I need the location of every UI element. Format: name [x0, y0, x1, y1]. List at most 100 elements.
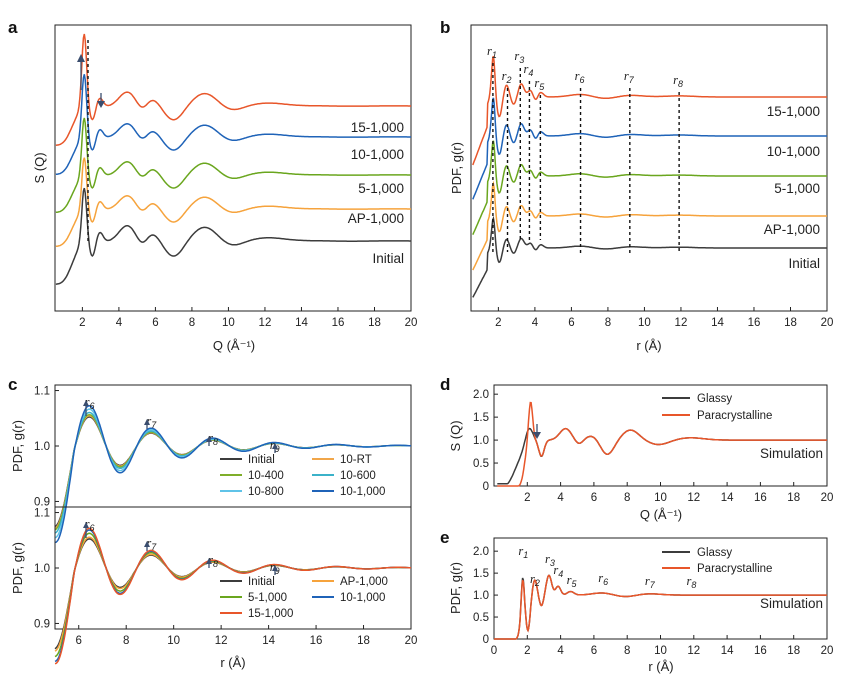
panel-d-xtick-label: 20	[821, 492, 834, 504]
panel-c-top-ylabel: PDF, g(r)	[10, 420, 25, 472]
panel-e-xtick-label: 10	[654, 645, 667, 657]
panel-ct-arrow-9-head	[272, 443, 278, 449]
panel-cb-xtick-label: 14	[262, 635, 275, 647]
panel-letter-b: b	[440, 18, 450, 37]
panel-d-ytick-label: 0	[483, 481, 489, 493]
panel-letter-d: d	[440, 375, 450, 394]
panel-a-xtick-label: 8	[189, 317, 195, 329]
panel-b-label-ap-1000: AP-1,000	[764, 222, 820, 237]
panel-a-curve-5-1,000	[55, 117, 411, 214]
panel-e-xtick-label: 2	[524, 645, 530, 657]
panel-ct-curve-10-1,000	[54, 405, 412, 544]
panel-d-xticks: 2 4 6 8 10 12 14 16 18 20	[524, 482, 833, 504]
panel-cb-peak-r6: r6	[85, 517, 95, 533]
panel-b-xtick-label: 16	[748, 317, 761, 329]
panel-e-xtick-label: 4	[557, 645, 564, 657]
panel-d-curve-Paracrystalline	[497, 401, 827, 487]
panel-e-frame	[493, 537, 828, 640]
panel-e-xtick-label: 18	[787, 645, 800, 657]
panel-d-frame	[493, 384, 828, 487]
panel-b-xlabel: r (Å)	[636, 338, 661, 353]
panel-c-top-yticks: 0.9 1.0 1.1	[34, 386, 59, 508]
panel-cb-legend-label-Initial: Initial	[248, 576, 275, 588]
panel-e-ylabel: PDF, g(r)	[448, 562, 463, 614]
panel-cb-ytick-label: 1.0	[34, 563, 50, 575]
panel-cb-ytick-label: 1.1	[34, 508, 50, 520]
panel-b-xticks: 2 4 6 8 10 12 14 16 18 20	[495, 307, 833, 329]
panel-e-peak-r5: r5	[567, 573, 578, 589]
panel-b-label-10-1000: 10-1,000	[767, 144, 820, 159]
panel-d-ytick-label: 1.0	[473, 435, 489, 447]
panel-b-curve-15-1,000	[472, 55, 827, 166]
panel-b-curve-5-1,000	[472, 140, 827, 236]
panel-a-ylabel: S (Q)	[32, 152, 47, 183]
panel-c-bottom-ylabel: PDF, g(r)	[10, 542, 25, 594]
panel-d-xtick-label: 2	[524, 492, 530, 504]
panel-a-curve-Initial	[55, 187, 411, 285]
panel-cb-arrow-7-head	[144, 541, 150, 547]
panel-b-peak-r2: r2	[502, 69, 512, 85]
panel-a-xtick-label: 6	[152, 317, 158, 329]
panel-cb-arrow-9-head	[272, 565, 278, 571]
panel-ct-legend-label-Initial: Initial	[248, 454, 275, 466]
panel-ct-ytick-label: 1.1	[34, 386, 50, 398]
panel-ct-ytick-label: 1.0	[34, 441, 50, 453]
panel-e-peak-r2: r2	[530, 572, 540, 588]
panel-d-xtick-label: 16	[754, 492, 767, 504]
panel-cb-xtick-label: 10	[167, 635, 180, 647]
panel-a-xticks: 2 4 6 8 10 12 14 16 18 20	[79, 307, 417, 329]
panel-c-top-peak-markers: r6r7r8r9	[83, 395, 280, 454]
panel-cb-xtick-label: 6	[76, 635, 82, 647]
panel-ct-legend-label-10-400: 10-400	[248, 470, 284, 482]
panel-d-curves	[497, 401, 827, 487]
panel-e-legend: Glassy Paracrystalline	[662, 547, 772, 575]
panel-a-curves	[55, 33, 411, 285]
panel-a-xtick-label: 14	[295, 317, 308, 329]
panel-ct-ytick-label: 0.9	[34, 496, 50, 508]
panel-a-label-5-1000: 5-1,000	[358, 181, 404, 196]
panel-a-label-initial: Initial	[372, 251, 404, 266]
panel-e-xtick-label: 6	[591, 645, 597, 657]
panel-cb-xtick-label: 12	[215, 635, 228, 647]
panel-d-ytick-label: 2.0	[473, 389, 489, 401]
panel-b-peak-r7: r7	[624, 69, 635, 85]
panel-d-chart: 0 0.5 1.0 1.5 2.0 2 4 6 8 10 12 14 16 18 20 Glassy Par…	[448, 384, 833, 522]
panel-b-peak-r3: r3	[514, 49, 524, 65]
panel-cb-ytick-label: 0.9	[34, 618, 50, 630]
panel-ct-peak-r8: r8	[208, 431, 218, 447]
panel-b-xtick-label: 12	[675, 317, 688, 329]
panel-e-peak-r8: r8	[687, 574, 697, 590]
panel-d-xtick-label: 6	[591, 492, 597, 504]
panel-cb-legend-label-AP-1,000: AP-1,000	[340, 576, 388, 588]
panel-cb-xtick-label: 18	[357, 635, 370, 647]
panel-a-xtick-label: 16	[332, 317, 345, 329]
panel-e-ytick-label: 1.5	[473, 568, 489, 580]
panel-e-xtick-label: 20	[821, 645, 834, 657]
panel-ct-peak-r6: r6	[85, 395, 95, 411]
panel-ct-arrow-7-head	[144, 419, 150, 425]
panel-cb-xtick-label: 8	[123, 635, 129, 647]
panel-a-curve-AP-1,000	[55, 157, 411, 248]
panel-cb-legend-label-15-1,000: 15-1,000	[248, 608, 293, 620]
panel-b-label-15-1000: 15-1,000	[767, 104, 820, 119]
panel-b-curve-Initial	[472, 215, 827, 298]
panel-cb-xtick-label: 16	[310, 635, 323, 647]
panel-e-ytick-label: 2.0	[473, 546, 489, 558]
panel-ct-arrow-6-head	[83, 400, 89, 406]
panel-cb-xtick-label: 20	[405, 635, 418, 647]
panel-b-xtick-label: 10	[638, 317, 651, 329]
panel-d-legend-label-Paracrystalline: Paracrystalline	[697, 410, 772, 422]
panel-e-legend-label-Paracrystalline: Paracrystalline	[697, 563, 772, 575]
panel-e-peak-r1: r1	[518, 544, 528, 560]
panel-b-xtick-label: 6	[568, 317, 574, 329]
panel-e-peak-r3: r3	[545, 552, 555, 568]
panel-d-ylabel: S (Q)	[448, 420, 463, 451]
panel-b-peak-r1: r1	[487, 44, 497, 60]
panel-a-curve-10-1,000	[55, 74, 411, 176]
panel-a-label-10-1000: 10-1,000	[351, 147, 404, 162]
